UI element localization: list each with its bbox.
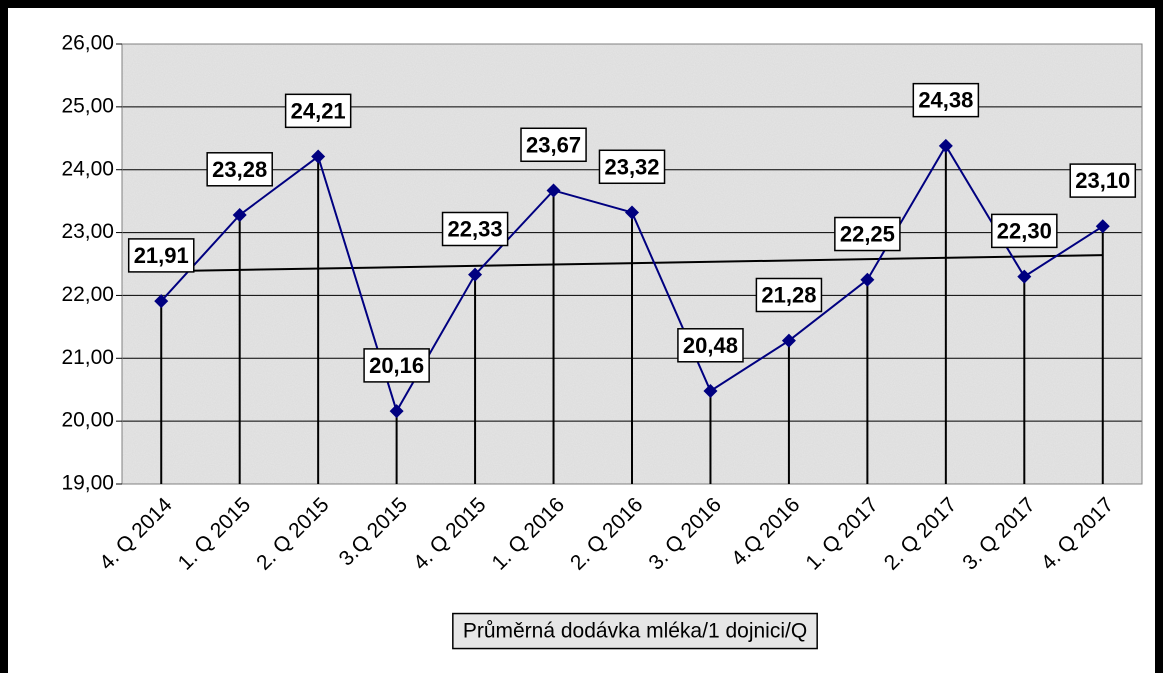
legend-label: Průměrná dodávka mléka/1 dojnici/Q [463, 620, 807, 643]
value-label: 21,28 [761, 282, 816, 307]
value-label: 21,91 [134, 243, 189, 268]
marker [703, 383, 718, 398]
marker [1095, 219, 1110, 234]
marker [468, 267, 483, 282]
trend-line [161, 254, 1103, 273]
value-label-box [755, 277, 823, 313]
marker [311, 149, 326, 164]
value-label-box [912, 82, 980, 118]
y-tick-label: 19,00 [61, 472, 114, 495]
legend-box [452, 612, 818, 650]
y-tick-label: 24,00 [61, 157, 114, 180]
marker [546, 183, 561, 198]
value-label-box [206, 152, 273, 187]
y-tick-label: 25,00 [61, 94, 114, 117]
marker [232, 207, 247, 222]
value-label-box [991, 213, 1058, 249]
value-label-box [677, 328, 744, 363]
value-label-box [834, 216, 901, 252]
y-tick-label: 26,00 [61, 32, 114, 55]
y-tick-label: 21,00 [61, 346, 114, 369]
value-label: 23,32 [604, 154, 659, 179]
marker [938, 138, 953, 153]
value-label: 24,38 [918, 88, 973, 113]
value-label-box [284, 93, 352, 129]
value-label-box [127, 238, 195, 273]
value-label: 20,16 [369, 353, 424, 378]
value-label: 23,67 [526, 132, 581, 157]
value-label-box [1069, 163, 1137, 198]
value-label-box [520, 127, 587, 163]
value-label-box [363, 348, 430, 383]
y-tick-label: 23,00 [61, 220, 114, 243]
marker [1017, 269, 1032, 284]
value-label-box [598, 149, 666, 185]
value-label: 22,25 [840, 222, 895, 247]
marker [860, 272, 875, 287]
marker [781, 333, 796, 348]
value-label: 23,28 [212, 157, 267, 182]
y-tick-label: 22,00 [61, 283, 114, 306]
marker [625, 205, 639, 220]
value-label: 20,48 [683, 333, 738, 358]
value-label: 23,10 [1075, 168, 1130, 193]
marker [389, 404, 404, 419]
y-tick-label: 20,00 [61, 409, 114, 432]
value-label: 24,21 [291, 98, 346, 123]
value-label: 22,33 [448, 216, 503, 241]
value-label: 22,30 [997, 218, 1052, 243]
marker [154, 294, 169, 309]
value-label-box [441, 211, 509, 247]
